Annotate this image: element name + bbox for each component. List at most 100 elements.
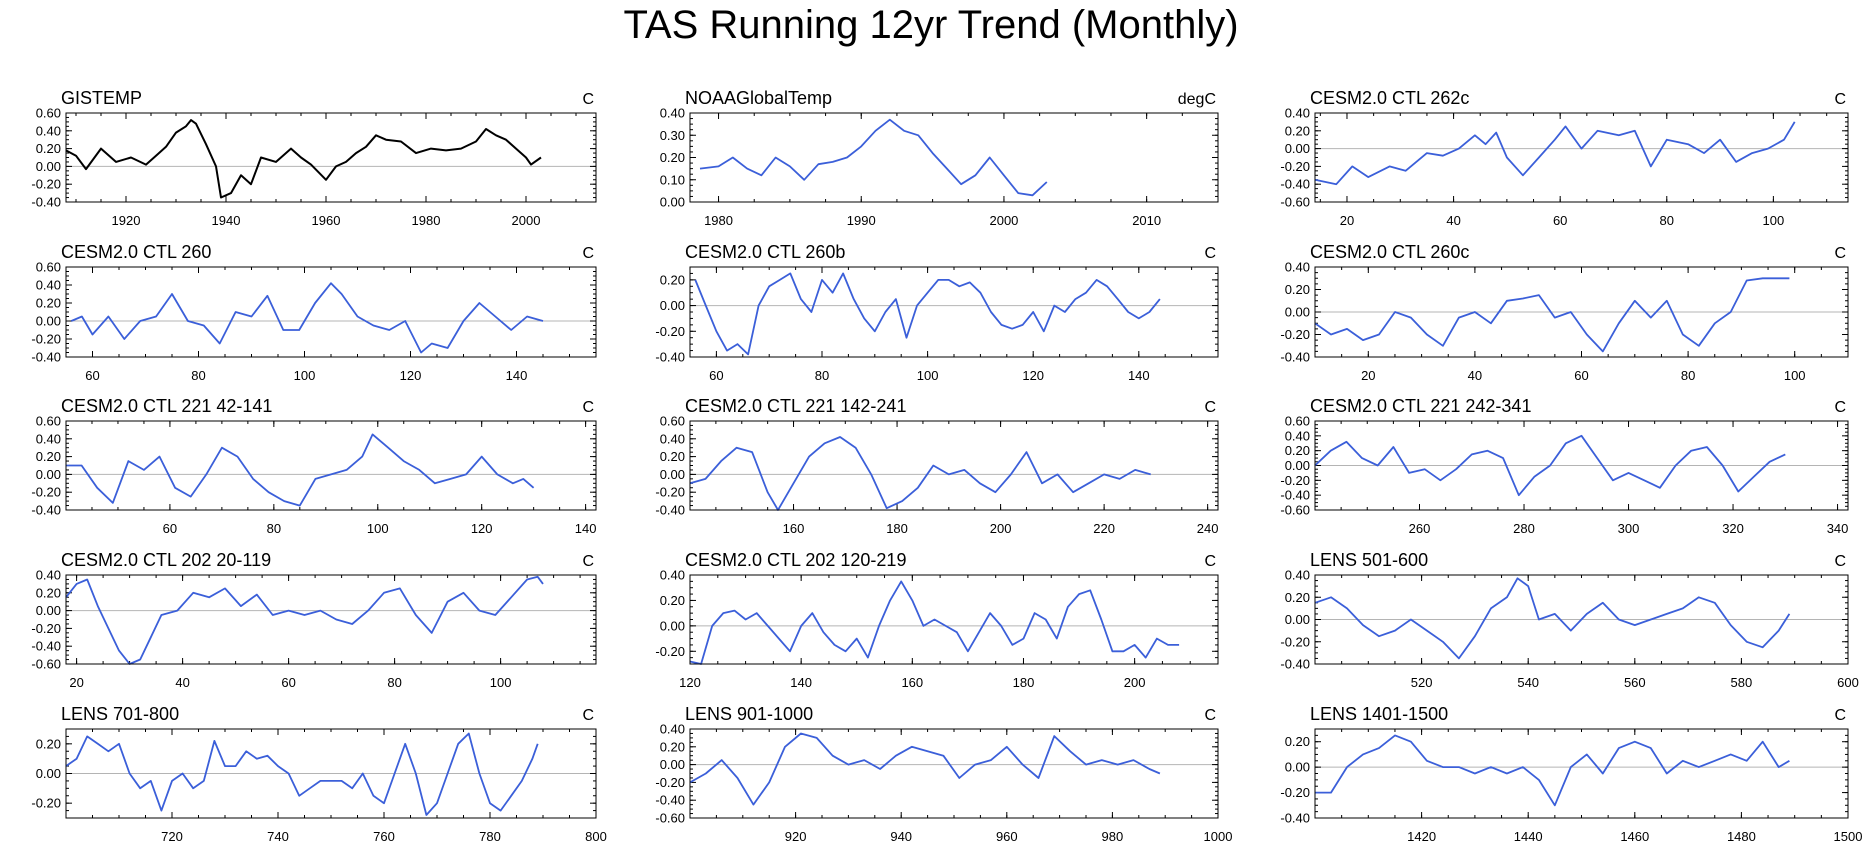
plot-frame (689, 112, 1219, 203)
panel-unit: C (1834, 91, 1846, 108)
y-tick-label: 0.00 (1285, 458, 1310, 473)
x-tick-label: 1980 (704, 213, 733, 228)
y-tick-label: -0.20 (655, 644, 685, 659)
y-tick-label: -0.40 (1280, 177, 1310, 192)
y-tick-label: 0.20 (36, 585, 61, 600)
y-tick-label: 0.20 (1285, 590, 1310, 605)
x-tick-label: 140 (790, 675, 812, 690)
y-tick-label: -0.40 (31, 350, 61, 365)
series-line (65, 732, 539, 816)
plot-frame (689, 728, 1219, 819)
x-tick-label: 800 (585, 829, 607, 844)
y-tick-label: -0.20 (31, 332, 61, 347)
y-tick-label: 0.00 (36, 314, 61, 329)
panel-unit: C (1834, 245, 1846, 262)
plot-frame (65, 728, 597, 819)
figure-title: TAS Running 12yr Trend (Monthly) (623, 3, 1238, 47)
x-tick-label: 100 (367, 521, 389, 536)
y-tick-label: 0.20 (1285, 734, 1310, 749)
x-tick-label: 980 (1102, 829, 1124, 844)
y-tick-label: -0.40 (1280, 657, 1310, 672)
panel-title: CESM2.0 CTL 221 242-341 (1310, 396, 1531, 416)
panel-unit: C (1204, 245, 1216, 262)
y-tick-label: 0.20 (660, 739, 685, 754)
y-tick-label: 0.20 (660, 593, 685, 608)
series-line (689, 580, 1180, 665)
y-tick-label: -0.20 (31, 796, 61, 811)
panel-unit: C (582, 245, 594, 262)
panel-title: NOAAGlobalTemp (685, 88, 832, 108)
x-tick-label: 780 (479, 829, 501, 844)
y-tick-label: 0.00 (660, 757, 685, 772)
panel-unit: degC (1178, 91, 1216, 108)
panel-unit: C (1834, 399, 1846, 416)
x-tick-label: 340 (1827, 521, 1849, 536)
series-line (1314, 577, 1791, 660)
x-tick-label: 580 (1731, 675, 1753, 690)
x-tick-label: 40 (1446, 213, 1460, 228)
x-tick-label: 1940 (212, 213, 241, 228)
x-tick-label: 100 (294, 368, 316, 383)
x-tick-label: 180 (886, 521, 908, 536)
y-tick-label: 0.20 (36, 296, 61, 311)
y-tick-label: -0.20 (1280, 785, 1310, 800)
y-tick-label: 0.20 (660, 449, 685, 464)
panel-title: LENS 501-600 (1310, 550, 1428, 570)
panel-title: LENS 1401-1500 (1310, 704, 1448, 724)
y-tick-label: 0.00 (36, 603, 61, 618)
y-tick-label: 0.20 (660, 272, 685, 287)
x-tick-label: 2000 (512, 213, 541, 228)
x-tick-label: 300 (1618, 521, 1640, 536)
y-tick-label: 0.00 (1285, 612, 1310, 627)
x-tick-label: 1460 (1620, 829, 1649, 844)
x-tick-label: 140 (575, 521, 597, 536)
panel-11: LENS 501-600 C 520 540 560 580 600 -0.40 -0.20 0.… (1280, 550, 1858, 690)
x-tick-label: 20 (69, 675, 83, 690)
y-tick-label: -0.20 (655, 324, 685, 339)
x-tick-label: 80 (815, 368, 829, 383)
x-tick-label: 20 (1361, 368, 1375, 383)
y-tick-label: -0.20 (31, 177, 61, 192)
panel-unit: C (1204, 553, 1216, 570)
panel-title: CESM2.0 CTL 260c (1310, 242, 1469, 262)
series-line (1314, 434, 1786, 497)
plot-frame (65, 112, 597, 203)
y-tick-label: -0.40 (655, 350, 685, 365)
y-tick-label: 0.20 (1285, 123, 1310, 138)
y-tick-label: 0.10 (660, 172, 685, 187)
x-tick-label: 60 (709, 368, 723, 383)
y-tick-label: 0.40 (1285, 568, 1310, 583)
y-tick-label: -0.40 (1280, 811, 1310, 826)
plot-frame (689, 266, 1219, 358)
y-tick-label: 0.00 (660, 618, 685, 633)
panel-0: GISTEMP C 1920 1940 1960 1980 2000 -0.40 -0.20 0.… (31, 88, 597, 228)
x-tick-label: 80 (1681, 368, 1695, 383)
series-line (689, 436, 1151, 511)
plot-frame (1314, 574, 1849, 665)
panel-2: CESM2.0 CTL 262c C 20 40 60 80 100 -0.60 -0.40 -0… (1280, 88, 1849, 228)
plot-frame (65, 420, 597, 511)
y-tick-label: 0.60 (1285, 414, 1310, 429)
panel-4: CESM2.0 CTL 260b C 60 80 100 120 140 -0.40 -0.20… (655, 242, 1219, 383)
panel-unit: C (1204, 707, 1216, 724)
y-tick-label: 0.60 (36, 106, 61, 121)
y-tick-label: -0.60 (655, 811, 685, 826)
panel-12: LENS 701-800 C 720 740 760 780 800 -0.20 0.00 0.2… (31, 704, 606, 844)
x-tick-label: 220 (1093, 521, 1115, 536)
y-tick-label: 0.40 (36, 278, 61, 293)
y-tick-label: 0.60 (36, 414, 61, 429)
x-tick-label: 100 (490, 675, 512, 690)
series-line (694, 272, 1161, 356)
y-tick-label: 0.40 (36, 568, 61, 583)
y-tick-label: 0.00 (660, 298, 685, 313)
y-tick-label: 0.00 (36, 159, 61, 174)
x-tick-label: 100 (1784, 368, 1806, 383)
panel-unit: C (1204, 399, 1216, 416)
x-tick-label: 160 (783, 521, 805, 536)
x-tick-label: 720 (161, 829, 183, 844)
x-tick-label: 140 (1128, 368, 1150, 383)
panel-title: LENS 901-1000 (685, 704, 813, 724)
panel-title: LENS 701-800 (61, 704, 179, 724)
